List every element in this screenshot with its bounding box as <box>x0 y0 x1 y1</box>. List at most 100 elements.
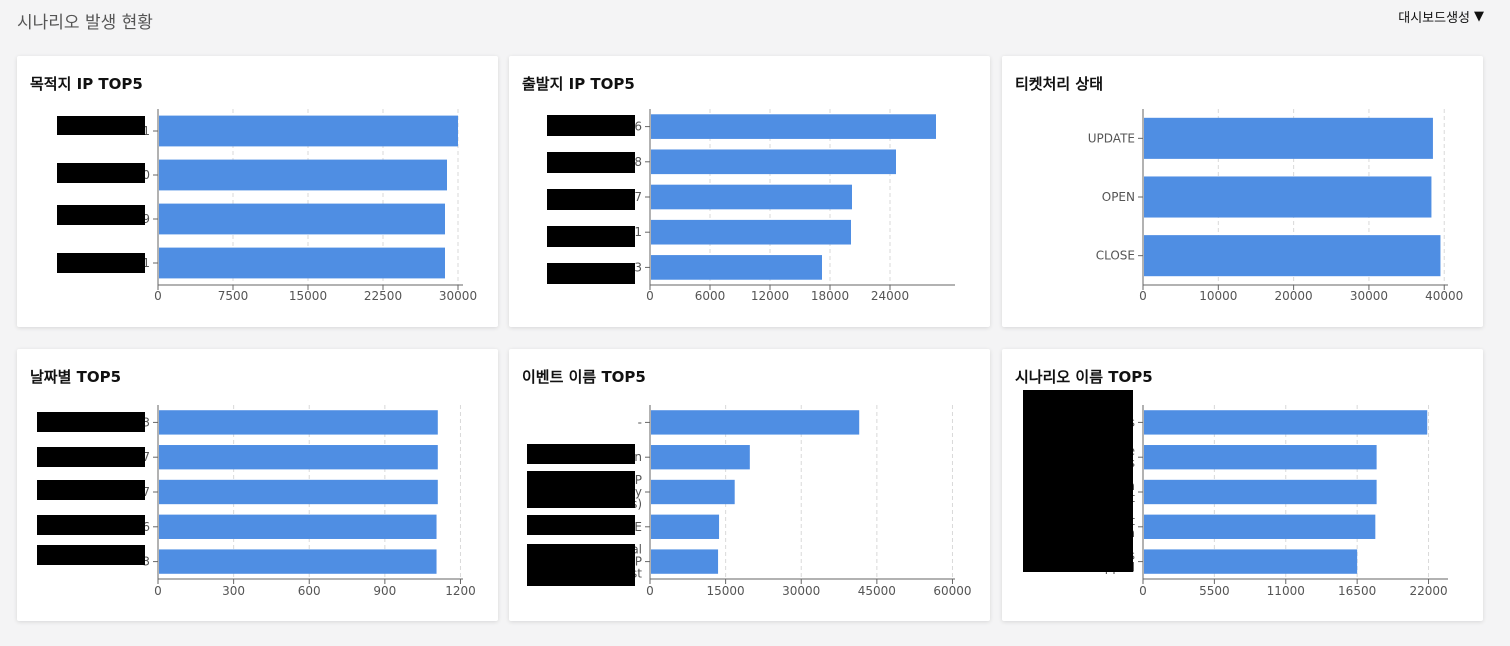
card-title: 날짜별 TOP5 <box>30 368 122 386</box>
bar[interactable] <box>651 514 720 539</box>
category-label: 7 <box>634 190 642 204</box>
x-tick-label: 300 <box>222 584 245 598</box>
category-label: CLOSE <box>1096 249 1135 263</box>
x-tick-label: 7500 <box>218 289 249 303</box>
bar[interactable] <box>1144 176 1432 218</box>
card-title: 이벤트 이름 TOP5 <box>522 368 646 386</box>
x-tick-label: 24000 <box>871 289 909 303</box>
category-label: 1 <box>142 124 150 138</box>
category-label: OPEN <box>1102 190 1135 204</box>
bar[interactable] <box>1144 514 1376 539</box>
redaction-block <box>37 545 145 565</box>
x-tick-label: 15000 <box>289 289 327 303</box>
x-tick-label: 12000 <box>751 289 789 303</box>
create-dashboard-button[interactable]: 대시보드생성 ▼ <box>1398 7 1484 26</box>
bar[interactable] <box>159 479 438 505</box>
category-label: 8 <box>634 155 642 169</box>
x-tick-label: 6000 <box>695 289 726 303</box>
category-label: UPDATE <box>1088 131 1135 145</box>
bar[interactable] <box>159 410 438 435</box>
redaction-block <box>547 226 635 247</box>
x-tick-label: 600 <box>298 584 321 598</box>
x-tick-label: 60000 <box>933 584 971 598</box>
bar[interactable] <box>1144 549 1358 574</box>
category-label: 6 <box>142 520 150 534</box>
redaction-block <box>57 116 145 135</box>
bar[interactable] <box>651 255 822 280</box>
bar[interactable] <box>1144 117 1433 159</box>
redaction-block <box>37 447 145 467</box>
page-title: 시나리오 발생 현황 <box>17 13 153 33</box>
bar-chart: 0 300 600 900 1200 3 7 7 6 3 <box>142 405 476 598</box>
x-tick-label: 0 <box>646 584 654 598</box>
caret-down-icon: ▼ <box>1474 9 1484 24</box>
x-tick-label: 16500 <box>1338 584 1376 598</box>
bar[interactable] <box>159 514 437 539</box>
bar[interactable] <box>1144 235 1441 277</box>
x-tick-label: 30000 <box>1350 289 1388 303</box>
card-title: 출발지 IP TOP5 <box>522 75 635 93</box>
bar[interactable] <box>1144 410 1428 435</box>
category-label: n <box>634 450 642 464</box>
category-label: 0 <box>142 168 150 182</box>
bar-chart: 0 7500 15000 22500 30000 1 0 9 1 <box>142 109 477 303</box>
create-dashboard-label: 대시보드생성 <box>1398 11 1470 26</box>
card-title: 티켓처리 상태 <box>1015 75 1104 93</box>
bar[interactable] <box>159 159 447 191</box>
x-tick-label: 1200 <box>445 584 476 598</box>
chart-card-by-date: 날짜별 TOP5 0 300 600 900 1200 3 7 7 6 3 <box>17 349 498 621</box>
x-tick-label: 0 <box>154 289 162 303</box>
bar-chart: 0 10000 20000 30000 40000 UPDATE OPEN CLOSE <box>1088 109 1463 303</box>
x-tick-label: 900 <box>373 584 396 598</box>
category-label: E <box>634 520 642 534</box>
card-title: 시나리오 이름 TOP5 <box>1015 368 1153 386</box>
redaction-block <box>37 515 145 535</box>
bar[interactable] <box>651 149 896 175</box>
bar[interactable] <box>159 115 458 147</box>
bar[interactable] <box>1144 479 1377 505</box>
bar[interactable] <box>651 549 719 574</box>
category-label: 1 <box>142 256 150 270</box>
bar[interactable] <box>651 445 750 470</box>
bar[interactable] <box>651 479 735 505</box>
x-tick-label: 22000 <box>1409 584 1447 598</box>
category-label: 7 <box>142 485 150 499</box>
bar[interactable] <box>159 445 438 470</box>
redaction-block <box>527 444 635 464</box>
bar[interactable] <box>159 247 445 279</box>
chart-card-src-ip: 출발지 IP TOP5 06000120001800024000687413 <box>509 56 990 327</box>
category-label: 3 <box>142 555 150 569</box>
category-label: 7 <box>142 450 150 464</box>
redaction-block <box>547 189 635 210</box>
bar[interactable] <box>651 410 860 435</box>
redaction-block <box>57 163 145 183</box>
bar-chart: 06000120001800024000687413 <box>627 109 955 303</box>
redaction-block <box>547 115 635 136</box>
x-tick-label: 22500 <box>364 289 402 303</box>
bar-chart: 05500110001650022000sesnttnsDropped <box>1084 405 1448 598</box>
bar[interactable] <box>651 184 852 210</box>
bar[interactable] <box>159 549 437 574</box>
category-label: 3 <box>142 415 150 429</box>
x-tick-label: 30000 <box>782 584 820 598</box>
redaction-block <box>547 263 635 284</box>
x-tick-label: 0 <box>646 289 654 303</box>
x-tick-label: 45000 <box>858 584 896 598</box>
redaction-block <box>37 412 145 432</box>
x-tick-label: 10000 <box>1199 289 1237 303</box>
bar[interactable] <box>1144 445 1377 470</box>
x-tick-label: 18000 <box>811 289 849 303</box>
bar[interactable] <box>651 114 936 139</box>
chart-card-scenario-name: 시나리오 이름 TOP5 05500110001650022000sesnttn… <box>1002 349 1483 621</box>
category-label: 6 <box>634 120 642 134</box>
chart-card-dest-ip: 목적지 IP TOP5 0 7500 15000 22500 30000 1 0 9 1 <box>17 56 498 327</box>
bar[interactable] <box>159 203 445 235</box>
redaction-block <box>1023 390 1133 572</box>
x-tick-label: 15000 <box>707 584 745 598</box>
bar[interactable] <box>651 219 851 245</box>
redaction-block <box>527 544 635 586</box>
